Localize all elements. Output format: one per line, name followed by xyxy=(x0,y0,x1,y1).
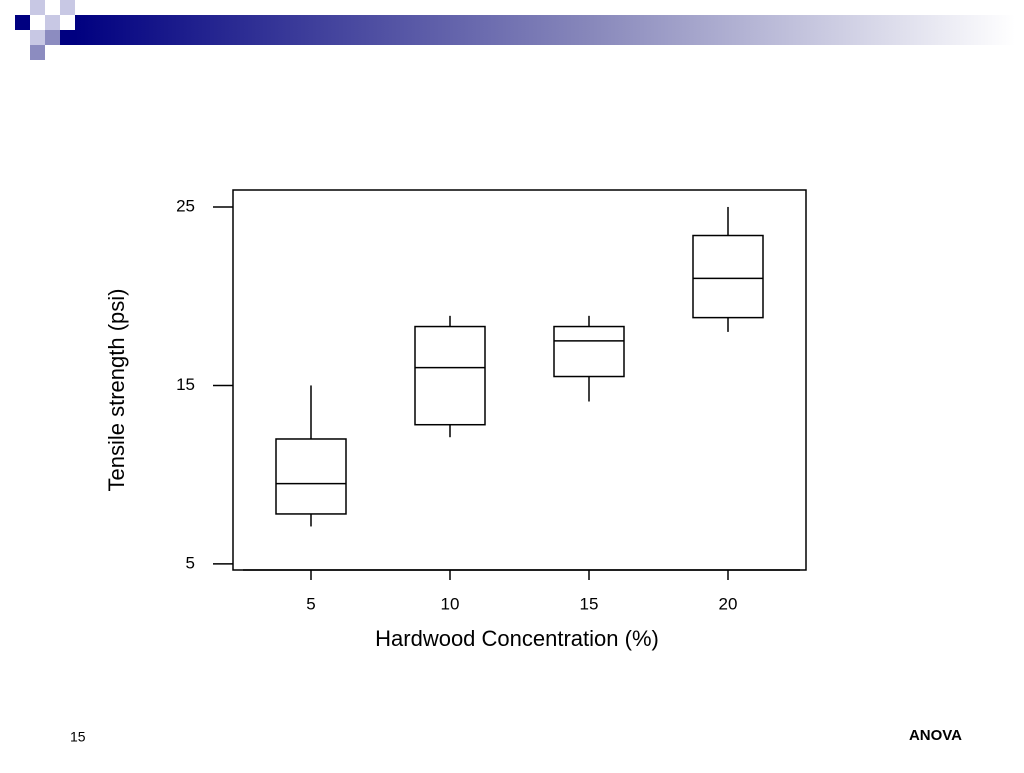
y-tick-label: 25 xyxy=(176,196,195,215)
y-tick-label: 5 xyxy=(186,553,195,572)
box xyxy=(692,234,764,319)
plot-frame xyxy=(232,189,807,571)
y-tick-label: 15 xyxy=(176,375,195,394)
box xyxy=(553,325,625,378)
x-tick-label: 20 xyxy=(719,594,738,613)
slide-number: 15 xyxy=(70,729,86,745)
x-tick-label: 10 xyxy=(441,594,460,613)
slide-decoration xyxy=(15,0,1015,60)
y-axis-title: Tensile strength (psi) xyxy=(104,289,129,492)
x-tick-label: 5 xyxy=(306,594,315,613)
footer: ANOVA xyxy=(909,727,962,744)
x-tick-label: 15 xyxy=(580,594,599,613)
box xyxy=(275,438,347,515)
x-axis-title: Hardwood Concentration (%) xyxy=(375,626,659,651)
box xyxy=(414,325,486,426)
